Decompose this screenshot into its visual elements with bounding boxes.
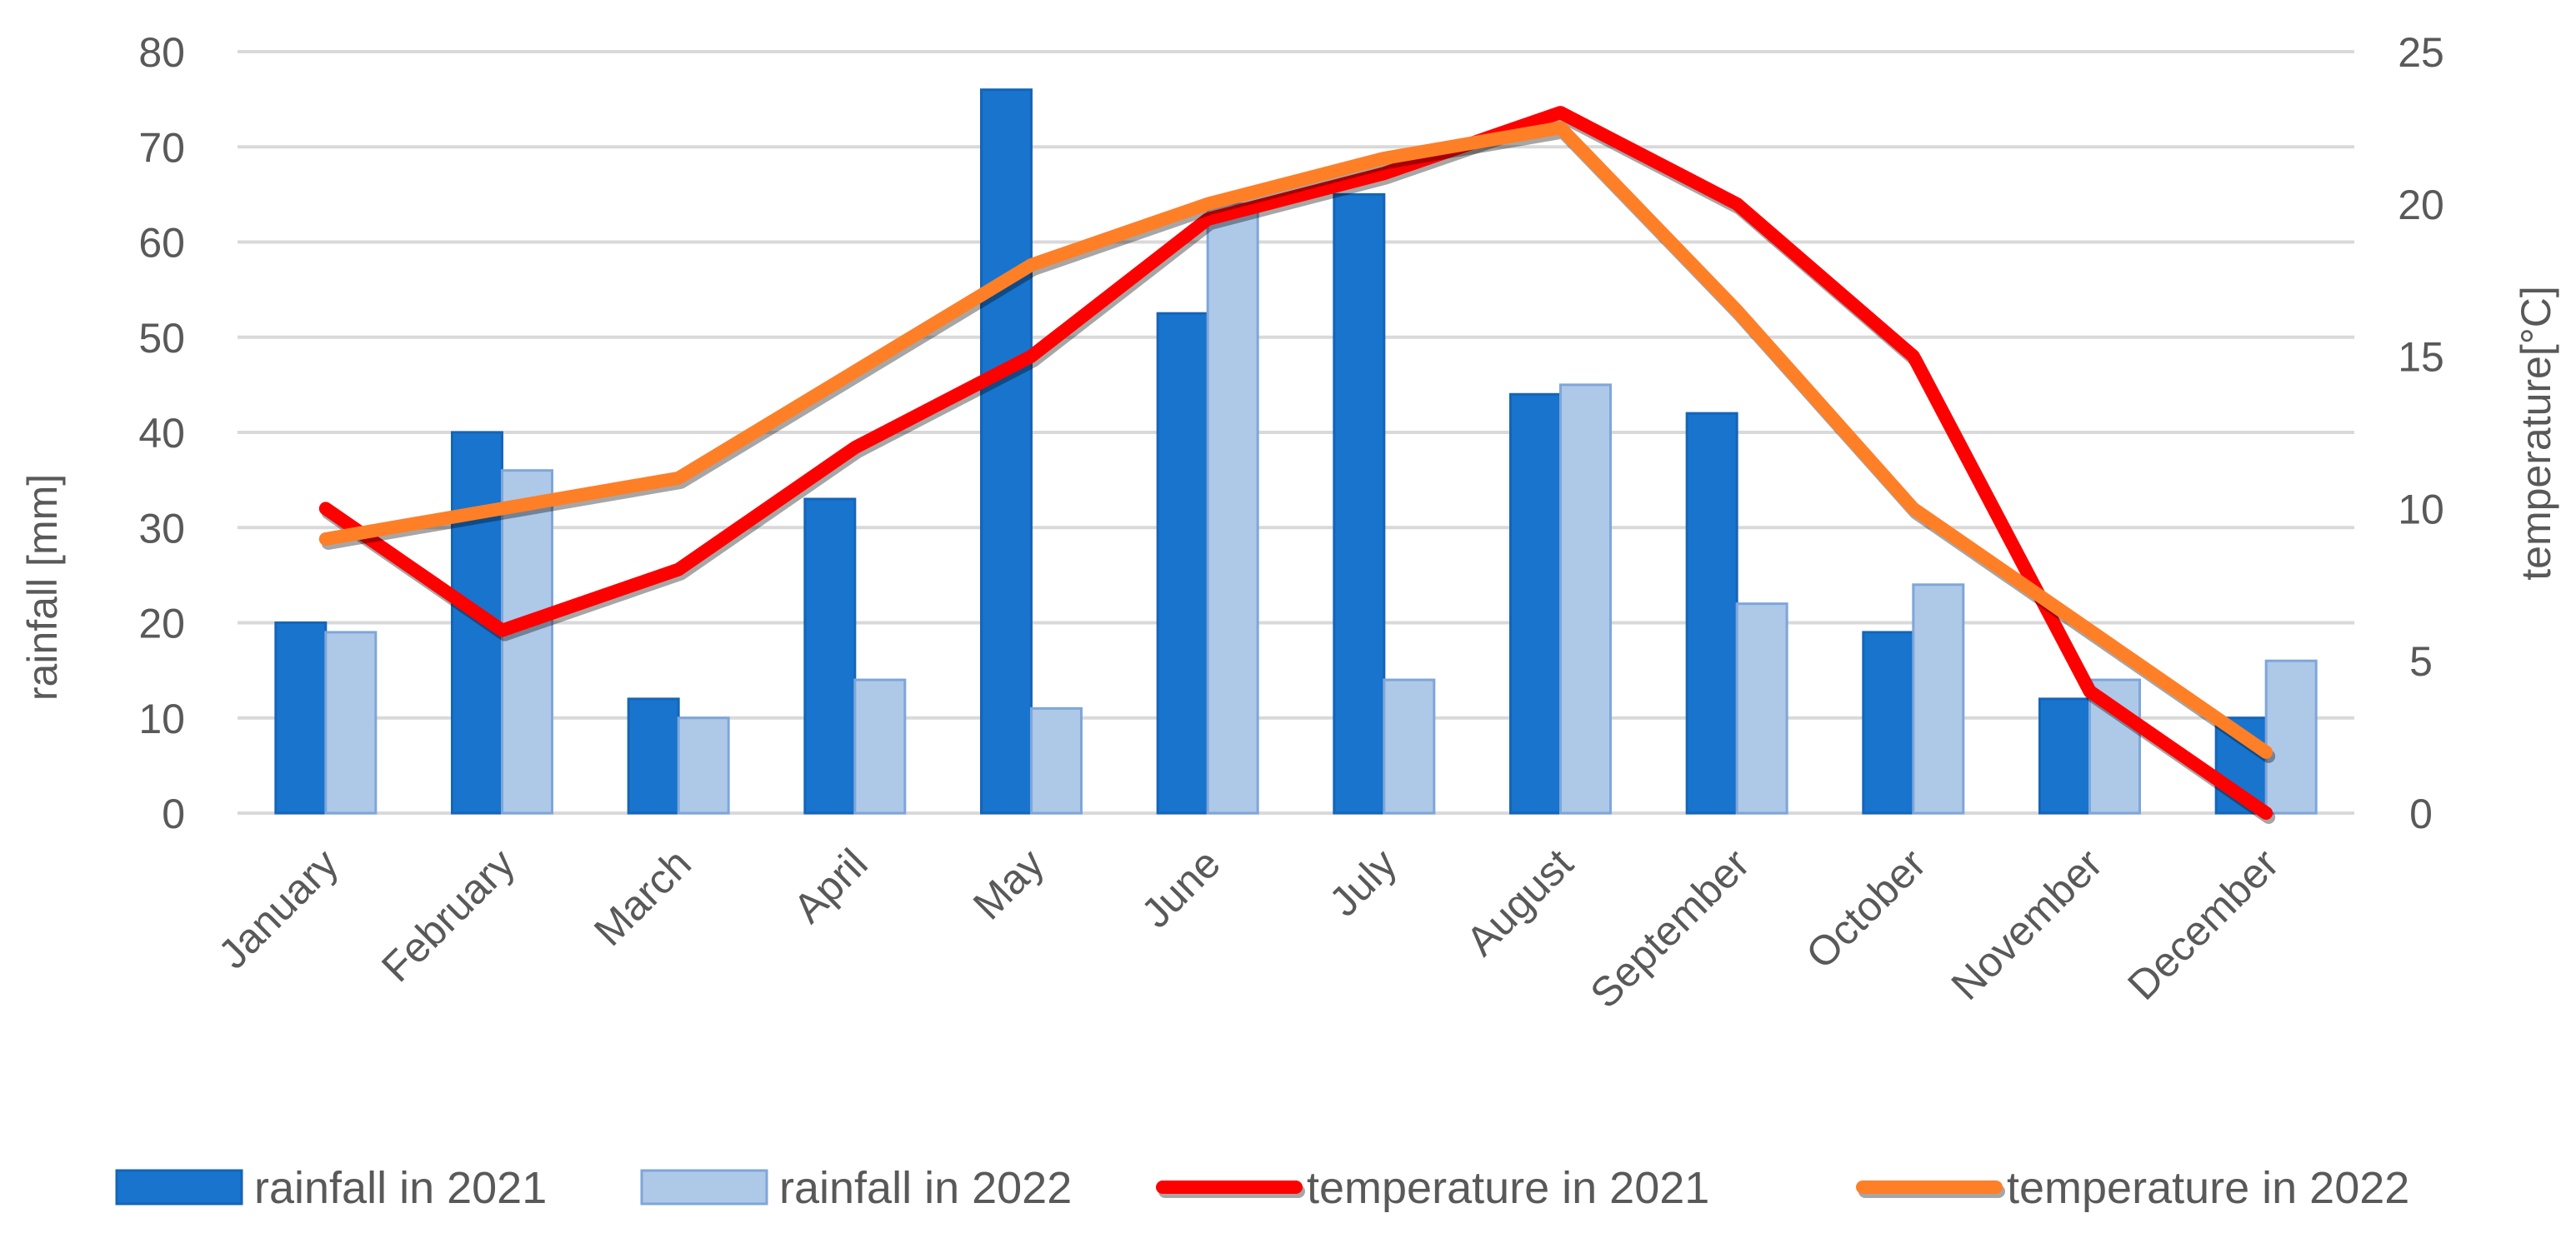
x-axis: January February March April May June July Augu… (209, 840, 2288, 1017)
x-tick-label: October (1797, 840, 1934, 977)
right-tick-label: 5 (2409, 638, 2433, 685)
legend-label: temperature in 2021 (1307, 1163, 1709, 1213)
x-tick-label: August (1458, 840, 1583, 965)
bar-2022-august (1559, 383, 1612, 815)
bars (274, 88, 2318, 815)
x-tick-label: January (209, 840, 347, 977)
bar-2022-april (853, 678, 907, 815)
x-tick-label: July (1320, 840, 1405, 925)
legend-label: temperature in 2022 (2007, 1163, 2409, 1213)
x-tick-label: December (2118, 840, 2288, 1009)
left-tick-label: 30 (138, 505, 185, 552)
bar-2021-march (627, 697, 680, 815)
bar-2021-july (1333, 192, 1386, 815)
right-axis: 0 5 10 15 20 25 (2398, 29, 2444, 837)
x-tick-label: February (373, 840, 523, 991)
right-tick-label: 0 (2409, 791, 2433, 837)
right-tick-label: 25 (2398, 29, 2444, 76)
x-tick-label: April (784, 840, 876, 931)
x-tick-label: November (1943, 840, 2112, 1009)
line-shadow (321, 125, 2276, 763)
x-tick-label: September (1581, 840, 1758, 1017)
bar-2021-january (274, 621, 328, 815)
left-axis: 0 10 20 30 40 50 60 70 80 (138, 29, 185, 837)
bar-2021-november (2038, 697, 2091, 815)
right-axis-title: temperature[°C] (2513, 286, 2559, 580)
bar-2022-may (1030, 706, 1083, 815)
bar-2021-june (1156, 312, 1209, 815)
left-tick-label: 0 (162, 791, 185, 837)
bar-2022-june (1206, 202, 1259, 815)
legend-label: rainfall in 2021 (254, 1163, 547, 1213)
legend-swatch (115, 1169, 243, 1206)
line-temperature-2021 (318, 106, 2273, 820)
x-tick-label: March (585, 840, 700, 955)
bar-2022-september (1735, 602, 1788, 815)
gridlines (238, 50, 2354, 815)
legend-swatch (640, 1169, 768, 1206)
bar-2022-october (1912, 583, 1965, 815)
bar-2022-january (324, 631, 378, 815)
left-tick-label: 50 (138, 315, 185, 362)
bar-2022-february (501, 469, 553, 815)
left-tick-label: 20 (138, 601, 185, 647)
left-tick-label: 70 (138, 124, 185, 171)
lines (318, 106, 2276, 824)
bar-2021-april (803, 497, 857, 815)
bar-2021-september (1685, 412, 1738, 815)
x-tick-label: May (964, 840, 1053, 928)
left-tick-label: 80 (138, 29, 185, 76)
left-tick-label: 10 (138, 696, 185, 742)
bar-2021-may (980, 88, 1033, 815)
right-tick-label: 10 (2398, 486, 2444, 532)
left-axis-title: rainfall [mm] (19, 474, 66, 701)
bar-2022-march (677, 716, 730, 815)
x-tick-label: June (1133, 840, 1229, 936)
bar-2022-july (1383, 678, 1436, 815)
legend-label: rainfall in 2022 (779, 1163, 1072, 1213)
line-temperature-2022 (318, 121, 2273, 759)
right-tick-label: 15 (2398, 334, 2444, 381)
bar-2022-december (2264, 659, 2318, 815)
right-tick-label: 20 (2398, 182, 2444, 228)
left-tick-label: 60 (138, 220, 185, 267)
bar-2021-august (1509, 392, 1562, 815)
left-tick-label: 40 (138, 410, 185, 457)
bar-2021-october (1862, 631, 1915, 815)
legend: rainfall in 2021 rainfall in 2022 temperat… (115, 1163, 2409, 1213)
